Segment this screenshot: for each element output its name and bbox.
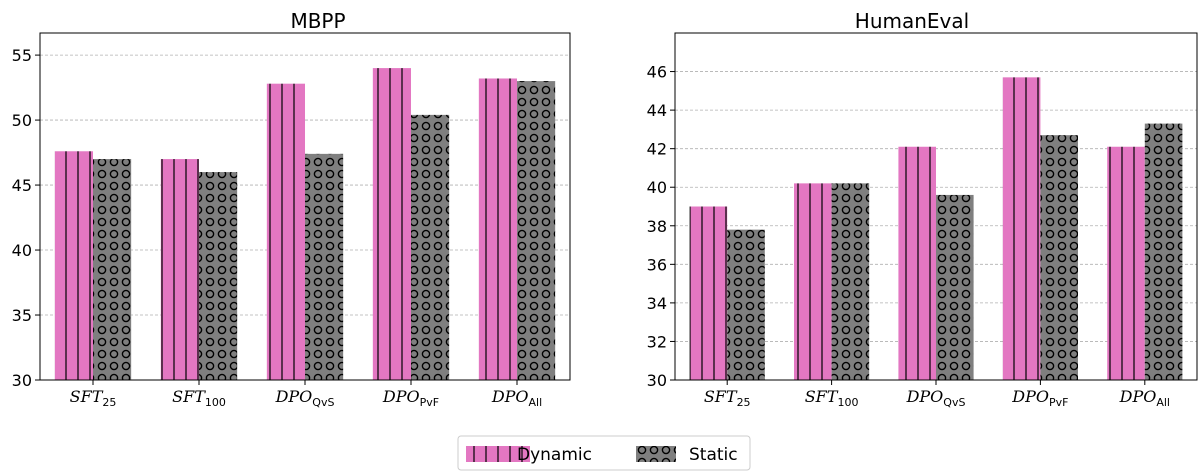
legend-label-dynamic: Dynamic bbox=[517, 445, 592, 465]
x-tick-label: DPOQvS bbox=[906, 387, 966, 409]
x-tick-label: DPOPvF bbox=[1011, 387, 1068, 409]
bar-static bbox=[1144, 123, 1183, 380]
x-tick-label: SFT25 bbox=[704, 387, 751, 409]
bar-static bbox=[305, 153, 344, 380]
legend-box bbox=[457, 435, 751, 471]
y-tick-label: 30 bbox=[12, 371, 32, 390]
y-tick-label: 42 bbox=[647, 140, 667, 159]
y-tick-label: 30 bbox=[647, 371, 667, 390]
y-tick-label: 40 bbox=[12, 241, 32, 260]
bar-static bbox=[517, 81, 556, 380]
bar-static bbox=[1040, 135, 1078, 380]
y-tick-label: 55 bbox=[12, 46, 32, 65]
bar-dynamic bbox=[372, 68, 411, 380]
bar-dynamic bbox=[160, 159, 199, 380]
bar-static bbox=[936, 194, 974, 380]
mbpp-panel: MBPP 30 35 40 45 50 55 SFT25 SFT100 DPOQvS DPOPvF… bbox=[12, 9, 571, 409]
plot-frame bbox=[674, 32, 1198, 381]
bar-dynamic bbox=[1107, 146, 1145, 380]
bar-static bbox=[411, 114, 450, 380]
bar-static bbox=[831, 183, 870, 380]
bar-dynamic bbox=[1002, 77, 1041, 380]
bar-dynamic bbox=[898, 146, 936, 380]
mbpp-title: MBPP bbox=[290, 9, 345, 33]
bar-static bbox=[93, 159, 132, 380]
x-tick-label: DPOQvS bbox=[275, 387, 335, 409]
y-tick-label: 44 bbox=[647, 101, 667, 120]
legend-swatch-dynamic bbox=[466, 446, 530, 462]
legend-swatch-static bbox=[636, 446, 676, 462]
y-tick-label: 32 bbox=[647, 332, 667, 351]
plot-frame bbox=[39, 32, 571, 381]
x-tick-label: SFT25 bbox=[70, 387, 117, 409]
humaneval-title: HumanEval bbox=[855, 9, 969, 33]
x-tick-label: SFT100 bbox=[172, 387, 226, 409]
y-tick-label: 34 bbox=[647, 294, 667, 313]
x-tick-label: DPOAll bbox=[1119, 387, 1170, 409]
x-tick-label: DPOAll bbox=[491, 387, 542, 409]
x-tick-label: SFT100 bbox=[805, 387, 859, 409]
bar-static bbox=[199, 172, 238, 380]
bar-dynamic bbox=[266, 83, 305, 380]
bar-dynamic bbox=[794, 183, 832, 380]
y-tick-label: 35 bbox=[12, 306, 32, 325]
bar-dynamic bbox=[478, 78, 517, 381]
legend: Dynamic Static bbox=[457, 435, 751, 471]
bar-dynamic bbox=[54, 151, 93, 380]
y-tick-label: 36 bbox=[647, 255, 667, 274]
y-tick-label: 46 bbox=[647, 63, 667, 82]
bar-dynamic bbox=[689, 206, 728, 380]
y-tick-label: 40 bbox=[647, 178, 667, 197]
y-tick-label: 50 bbox=[12, 111, 32, 130]
humaneval-panel: HumanEval 30 32 34 36 38 40 42 44 46 SFT25 SFT100 D… bbox=[647, 9, 1198, 409]
bar-static bbox=[727, 229, 765, 380]
legend-label-static: Static bbox=[689, 445, 738, 465]
x-tick-label: DPOPvF bbox=[382, 387, 439, 409]
y-tick-label: 45 bbox=[12, 176, 32, 195]
y-tick-label: 38 bbox=[647, 217, 667, 236]
